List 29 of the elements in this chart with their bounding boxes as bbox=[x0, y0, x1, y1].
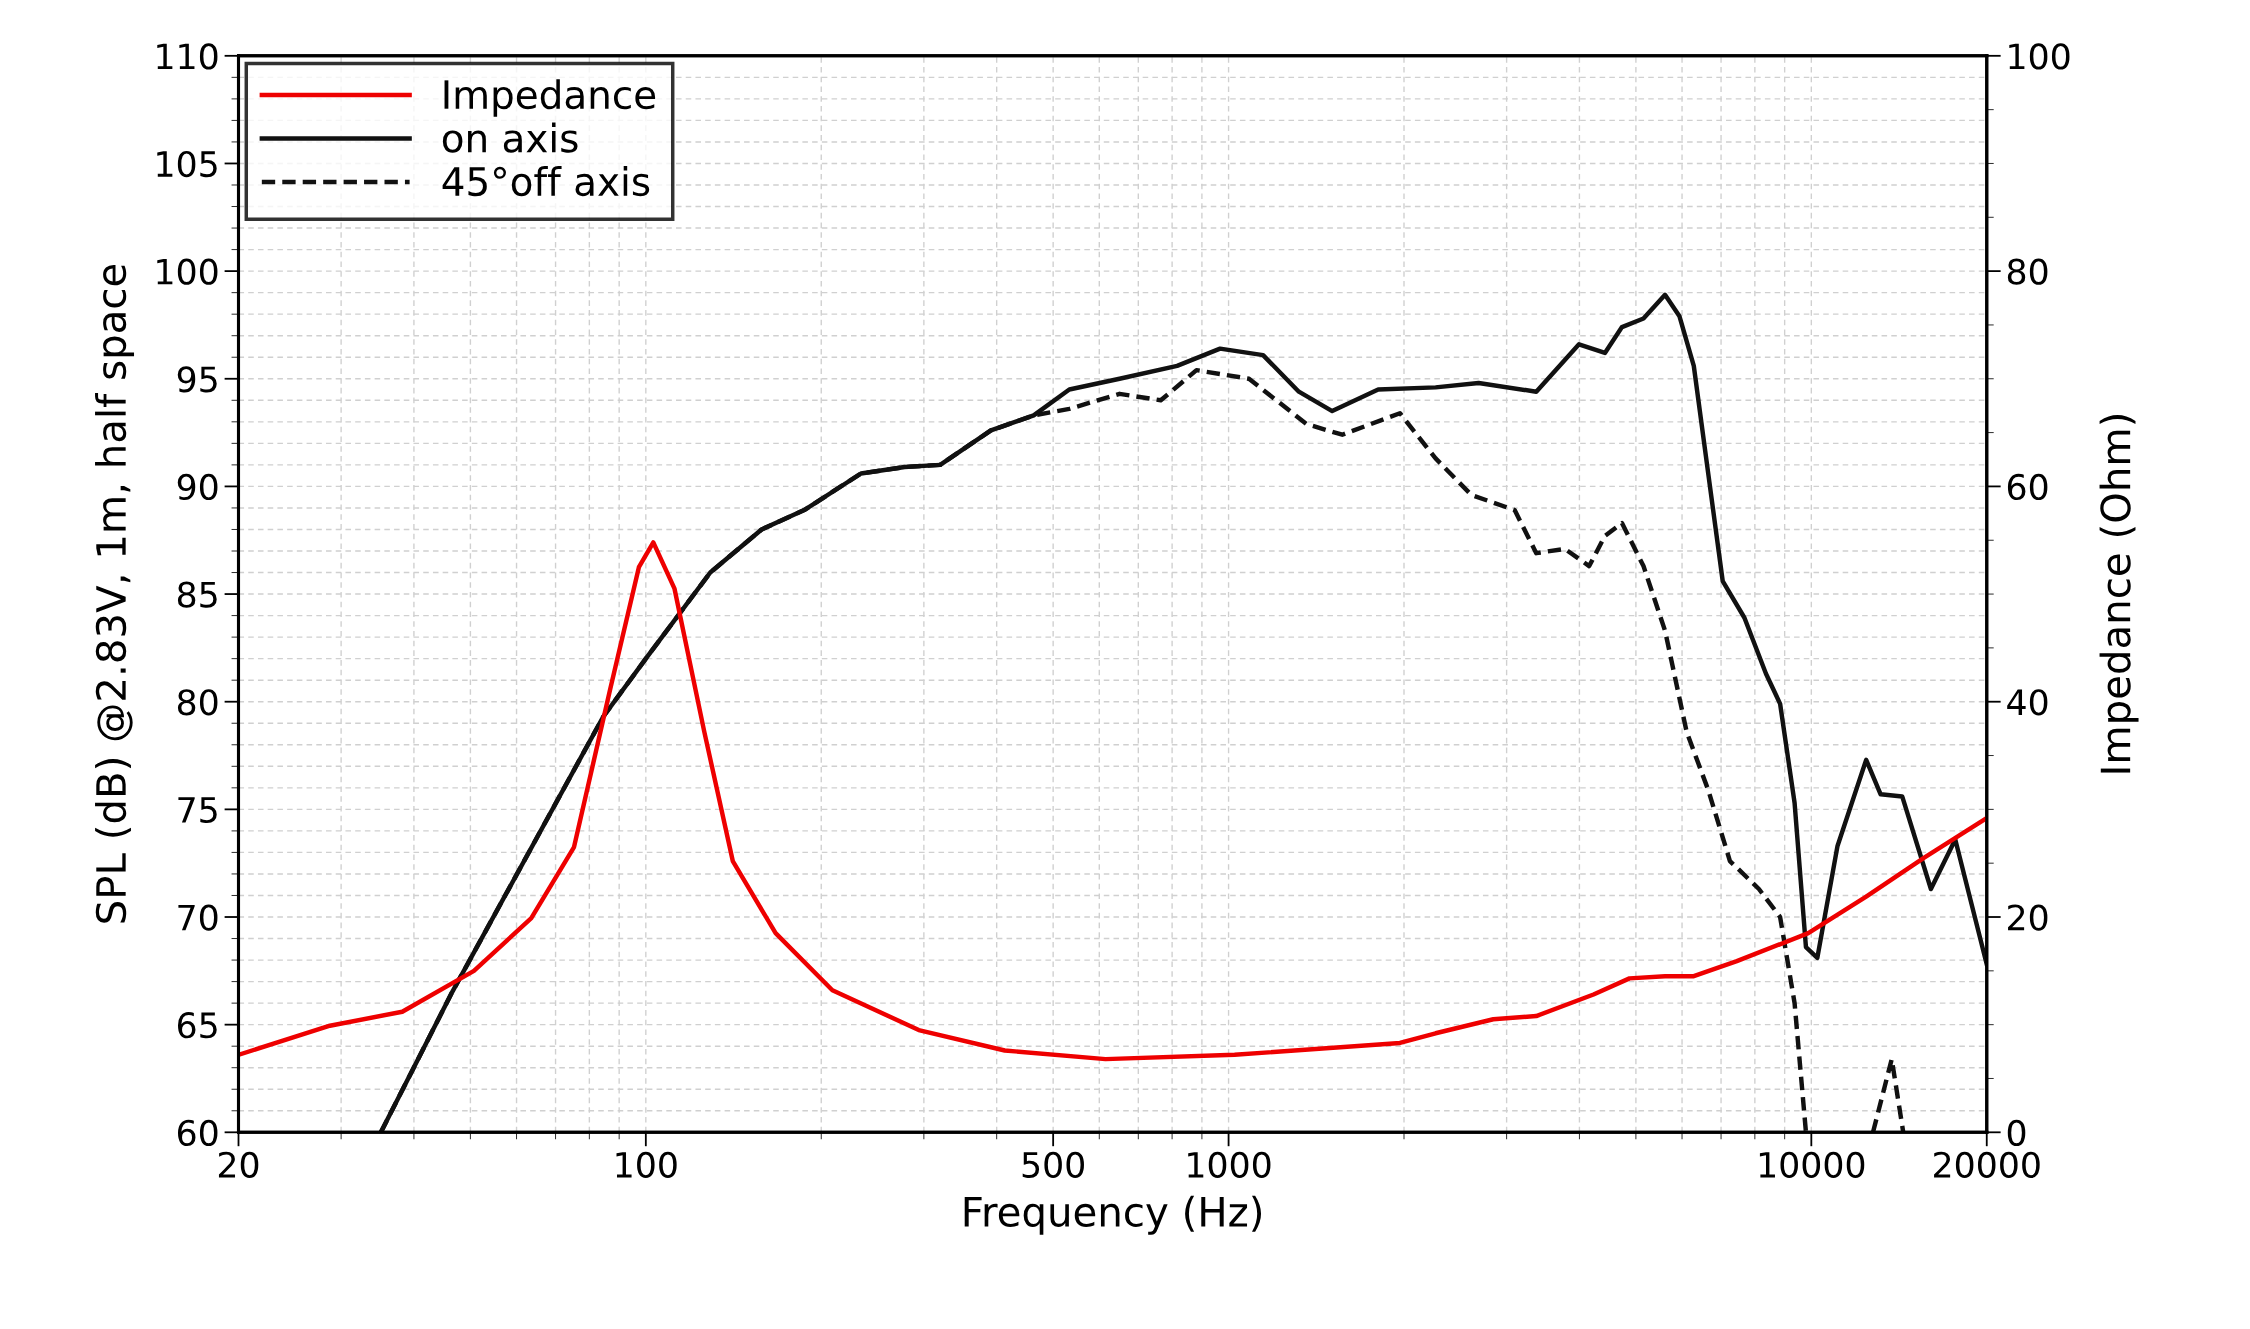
y-tick-label: 75 bbox=[178, 797, 217, 824]
y-tick-label: 100 bbox=[157, 258, 218, 285]
x-tick-label: 20 bbox=[218, 1151, 259, 1178]
y2-tick-label: 80 bbox=[2007, 258, 2048, 285]
x-tick-label: 100 bbox=[616, 1151, 677, 1178]
y2-tick-label: 100 bbox=[2009, 43, 2070, 70]
legend-label: on axis bbox=[442, 122, 578, 153]
y-tick-label: 80 bbox=[177, 689, 218, 716]
y-tick-label: 65 bbox=[177, 1012, 217, 1039]
y-tick-label: 90 bbox=[177, 473, 218, 501]
y2-axis-title: Impedance (Ohm) bbox=[2099, 415, 2139, 773]
y-tick-label: 95 bbox=[177, 366, 217, 393]
y2-tick-label: 40 bbox=[2007, 689, 2048, 716]
x-tick-label: 1000 bbox=[1188, 1151, 1271, 1178]
y2-tick-label: 60 bbox=[2007, 473, 2048, 501]
legend-label: Impedance bbox=[444, 79, 656, 117]
x-tick-label: 20000 bbox=[1934, 1151, 2040, 1178]
y-tick-label: 85 bbox=[177, 581, 217, 608]
x-tick-label: 10000 bbox=[1759, 1151, 1865, 1178]
y-tick-label: 70 bbox=[178, 904, 218, 931]
y-tick-label: 105 bbox=[157, 150, 217, 178]
x-tick-label: 500 bbox=[1022, 1151, 1084, 1178]
y-tick-label: 60 bbox=[177, 1119, 218, 1146]
y2-tick-label: 0 bbox=[2007, 1119, 2026, 1146]
y-tick-label: 110 bbox=[157, 43, 218, 70]
legend-label: 45°off axis bbox=[442, 166, 650, 197]
x-axis-title: Frequency (Hz) bbox=[964, 1195, 1262, 1235]
y2-tick-label: 20 bbox=[2008, 904, 2048, 931]
y-axis-title: SPL (dB) @2.83V, 1m, half space bbox=[95, 264, 135, 923]
